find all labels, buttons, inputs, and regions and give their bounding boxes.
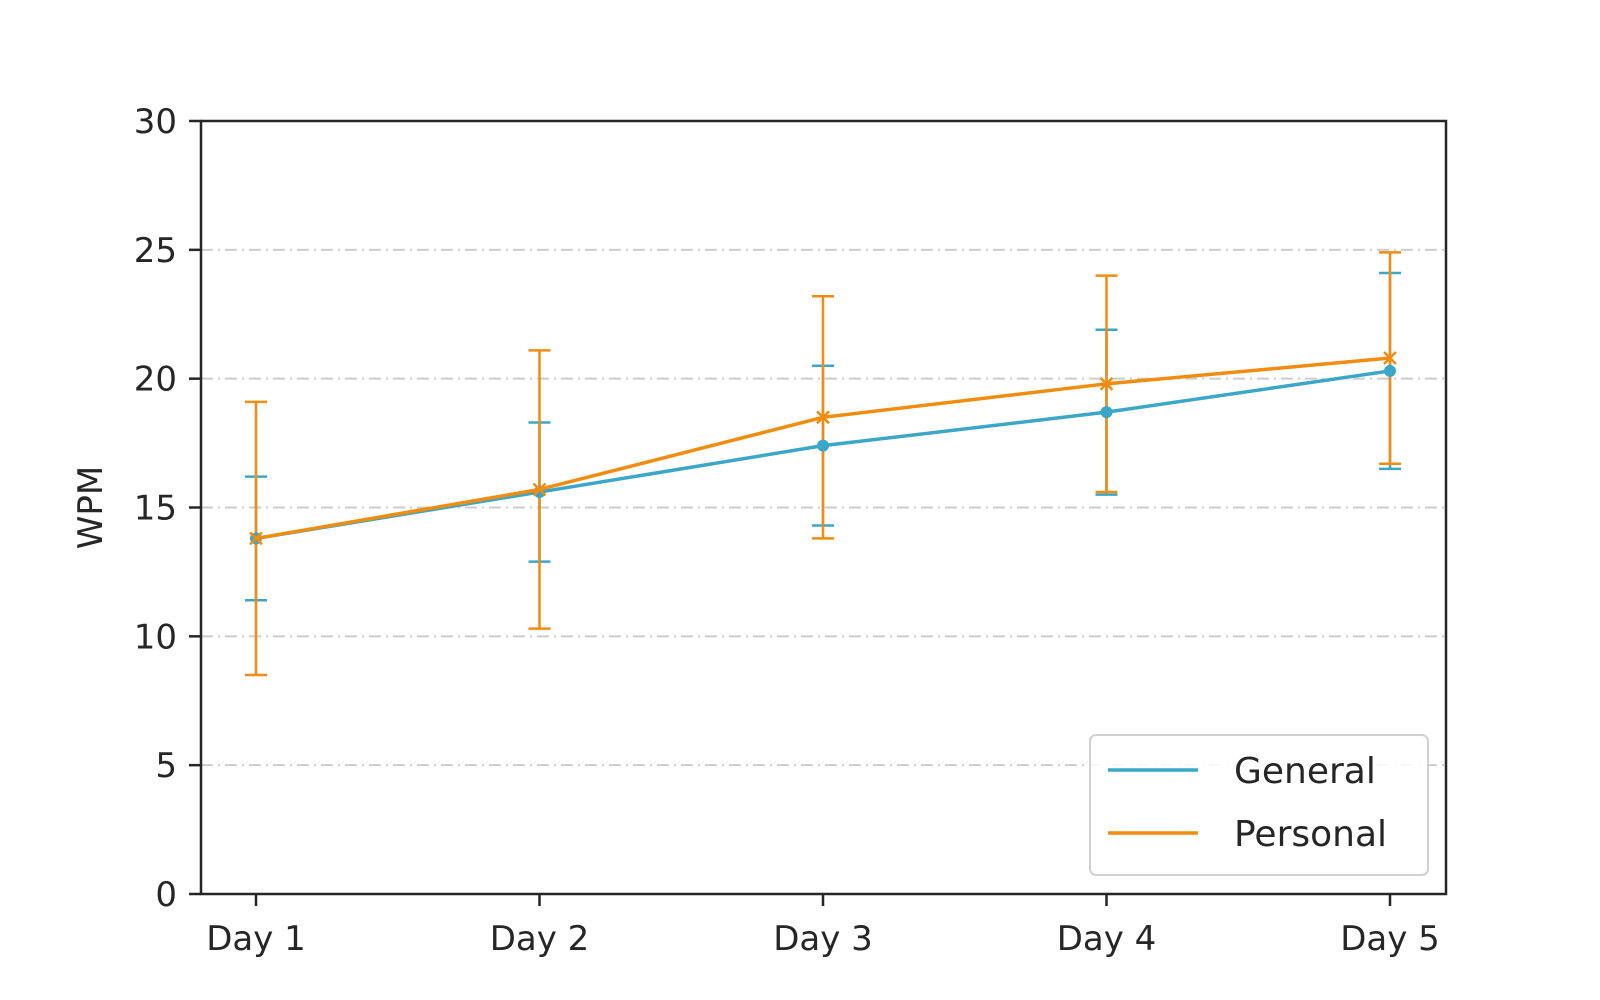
data-point-general bbox=[1384, 364, 1396, 377]
plot-area-frame bbox=[199, 119, 1448, 896]
data-point-general bbox=[817, 439, 829, 452]
x-tick-label: Day 4 bbox=[1057, 919, 1157, 959]
data-point-personal bbox=[249, 531, 263, 546]
y-tick-label: 25 bbox=[134, 231, 177, 271]
y-axis-title: WPM bbox=[71, 466, 111, 549]
legend-label-personal: Personal bbox=[1234, 814, 1387, 855]
y-tick-label: 0 bbox=[155, 875, 177, 915]
x-tick-label: Day 1 bbox=[206, 919, 306, 959]
y-tick-label: 20 bbox=[134, 360, 177, 400]
legend-label-general: General bbox=[1234, 751, 1376, 792]
data-point-personal bbox=[532, 482, 547, 497]
data-point-personal bbox=[1383, 351, 1397, 365]
x-tick-label: Day 3 bbox=[773, 919, 873, 959]
x-tick-label: Day 5 bbox=[1340, 919, 1440, 959]
legend: General Personal bbox=[1089, 734, 1429, 876]
axis-ticks: 0 5 10 15 20 25 30 Day 1 Day 2 Day 3 Day 4 Day 5 bbox=[134, 102, 1440, 959]
y-tick-label: 5 bbox=[155, 746, 177, 786]
data-series bbox=[249, 351, 1397, 546]
x-tick-label: Day 2 bbox=[490, 919, 590, 959]
data-point-personal bbox=[1099, 376, 1114, 391]
error-bars bbox=[245, 251, 1401, 677]
data-point-general bbox=[1100, 406, 1113, 419]
y-tick-label: 30 bbox=[134, 102, 177, 142]
y-tick-label: 10 bbox=[134, 617, 177, 657]
y-tick-label: 15 bbox=[134, 489, 177, 529]
data-point-personal bbox=[816, 410, 830, 425]
